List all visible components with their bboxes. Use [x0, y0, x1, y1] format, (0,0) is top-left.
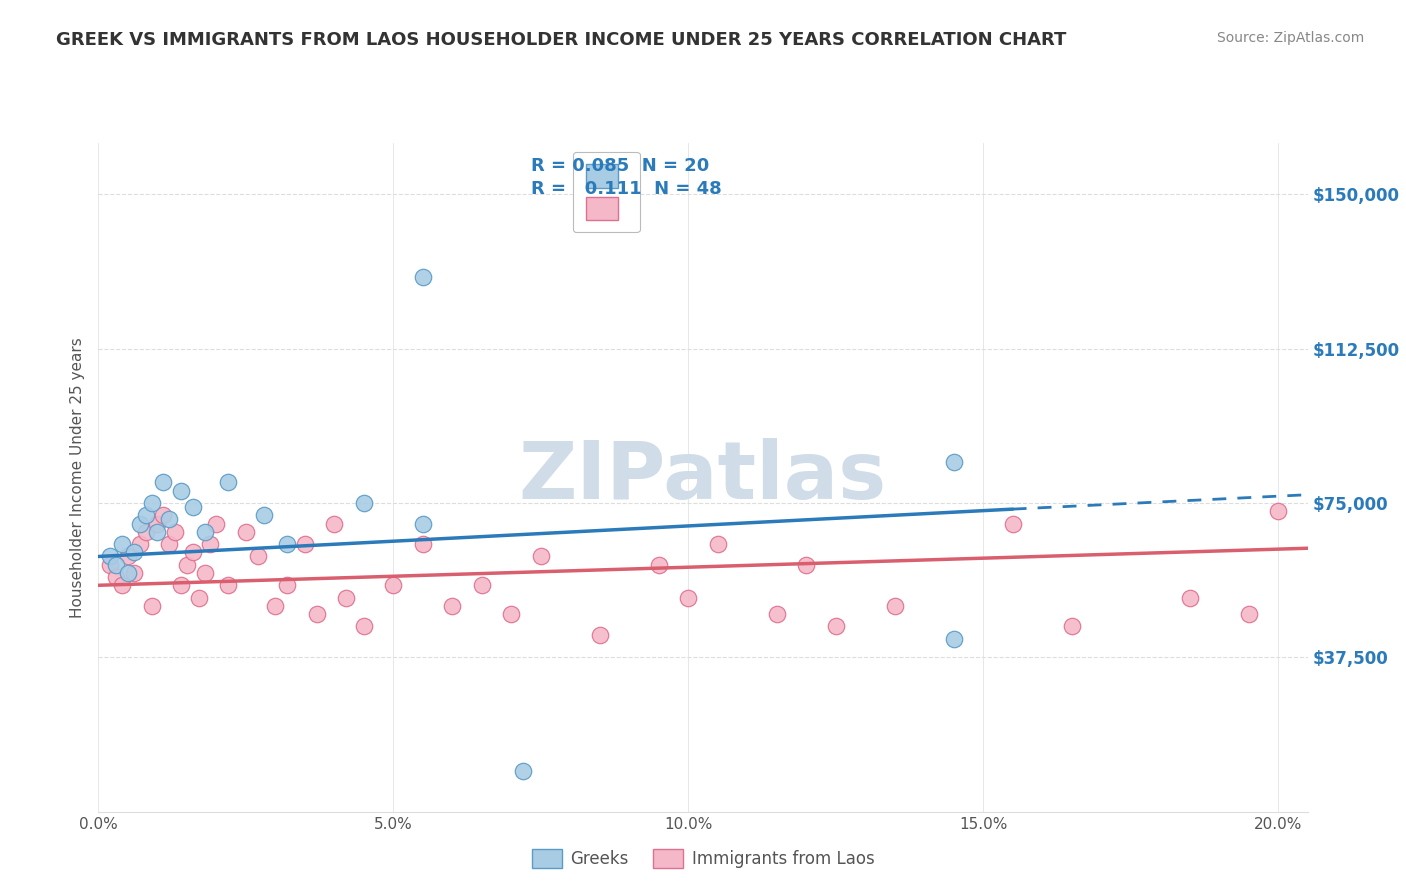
Point — [530, 549, 553, 564]
Point — [412, 269, 434, 284]
Point — [412, 516, 434, 531]
Point — [181, 500, 204, 514]
Point — [157, 512, 180, 526]
Point — [176, 558, 198, 572]
Point — [589, 628, 612, 642]
Point — [883, 599, 905, 613]
Point — [217, 475, 239, 490]
Point — [765, 607, 787, 621]
Point — [194, 566, 217, 580]
Point — [105, 570, 128, 584]
Point — [252, 508, 274, 523]
Point — [141, 496, 163, 510]
Point — [187, 591, 209, 605]
Point — [824, 619, 846, 633]
Point — [441, 599, 464, 613]
Point — [152, 475, 174, 490]
Legend: , : , — [572, 152, 640, 233]
Point — [1001, 516, 1024, 531]
Point — [135, 524, 157, 539]
Point — [194, 524, 217, 539]
Point — [200, 537, 222, 551]
Point — [152, 508, 174, 523]
Point — [1178, 591, 1201, 605]
Point — [1267, 504, 1289, 518]
Point — [323, 516, 346, 531]
Point — [217, 578, 239, 592]
Text: R =   0.111  N = 48: R = 0.111 N = 48 — [531, 180, 723, 198]
Point — [146, 516, 169, 531]
Point — [246, 549, 269, 564]
Point — [412, 537, 434, 551]
Point — [165, 524, 187, 539]
Point — [471, 578, 494, 592]
Point — [276, 578, 298, 592]
Point — [111, 537, 134, 551]
Point — [170, 578, 193, 592]
Point — [98, 549, 121, 564]
Text: Source: ZipAtlas.com: Source: ZipAtlas.com — [1216, 31, 1364, 45]
Point — [1060, 619, 1083, 633]
Point — [648, 558, 671, 572]
Point — [181, 545, 204, 559]
Point — [1237, 607, 1260, 621]
Point — [942, 455, 965, 469]
Text: GREEK VS IMMIGRANTS FROM LAOS HOUSEHOLDER INCOME UNDER 25 YEARS CORRELATION CHAR: GREEK VS IMMIGRANTS FROM LAOS HOUSEHOLDE… — [56, 31, 1067, 49]
Text: ZIPatlas: ZIPatlas — [519, 438, 887, 516]
Legend: Greeks, Immigrants from Laos: Greeks, Immigrants from Laos — [524, 842, 882, 875]
Point — [111, 578, 134, 592]
Y-axis label: Householder Income Under 25 years: Householder Income Under 25 years — [69, 337, 84, 617]
Point — [276, 537, 298, 551]
Point — [117, 549, 139, 564]
Point — [706, 537, 728, 551]
Point — [170, 483, 193, 498]
Point — [205, 516, 228, 531]
Point — [353, 496, 375, 510]
Point — [135, 508, 157, 523]
Point — [512, 764, 534, 778]
Point — [335, 591, 357, 605]
Point — [678, 591, 700, 605]
Point — [264, 599, 287, 613]
Text: R = 0.085  N = 20: R = 0.085 N = 20 — [531, 157, 710, 176]
Point — [146, 524, 169, 539]
Point — [98, 558, 121, 572]
Point — [117, 566, 139, 580]
Point — [501, 607, 523, 621]
Point — [141, 599, 163, 613]
Point — [305, 607, 328, 621]
Point — [122, 566, 145, 580]
Point — [105, 558, 128, 572]
Point — [382, 578, 405, 592]
Point — [235, 524, 257, 539]
Point — [294, 537, 316, 551]
Point — [128, 516, 150, 531]
Point — [122, 545, 145, 559]
Point — [157, 537, 180, 551]
Point — [353, 619, 375, 633]
Point — [128, 537, 150, 551]
Point — [942, 632, 965, 646]
Point — [794, 558, 817, 572]
